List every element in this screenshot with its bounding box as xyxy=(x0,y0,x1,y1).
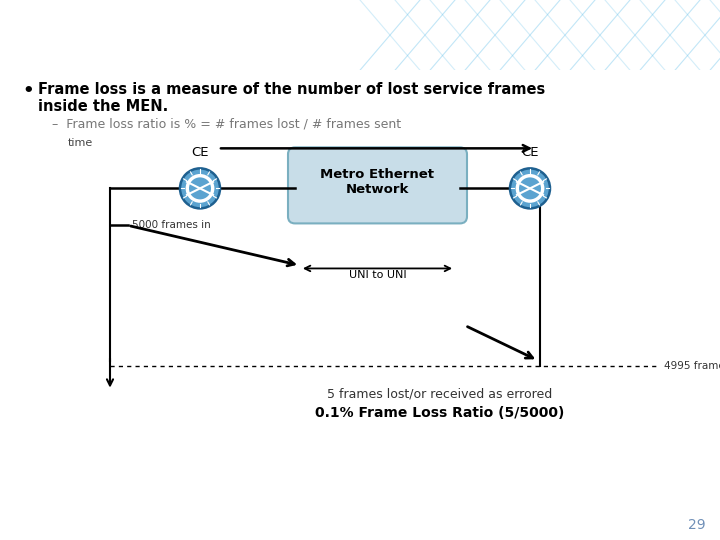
Text: 5000 frames in: 5000 frames in xyxy=(132,220,211,231)
Text: –  Frame loss ratio is % = # frames lost / # frames sent: – Frame loss ratio is % = # frames lost … xyxy=(52,117,401,130)
Text: •: • xyxy=(22,82,34,100)
Text: CE: CE xyxy=(521,146,539,159)
Circle shape xyxy=(510,168,550,208)
Circle shape xyxy=(519,177,541,199)
Text: UNI to UNI: UNI to UNI xyxy=(348,271,406,280)
Circle shape xyxy=(180,168,220,208)
FancyBboxPatch shape xyxy=(288,147,467,224)
Text: Metro Ethernet
Network: Metro Ethernet Network xyxy=(320,168,434,197)
Text: Frame loss is a measure of the number of lost service frames: Frame loss is a measure of the number of… xyxy=(38,82,545,97)
Text: time: time xyxy=(68,138,94,149)
Circle shape xyxy=(516,174,544,203)
Circle shape xyxy=(186,174,215,203)
Text: MEF: MEF xyxy=(14,494,93,527)
Text: 4995 frames out: 4995 frames out xyxy=(664,361,720,370)
Text: inside the MEN.: inside the MEN. xyxy=(38,99,168,114)
Text: CE: CE xyxy=(192,146,209,159)
Text: Frame Loss Defined: Frame Loss Defined xyxy=(14,22,307,48)
Text: 0.1% Frame Loss Ratio (5/5000): 0.1% Frame Loss Ratio (5/5000) xyxy=(315,406,564,420)
Text: 29: 29 xyxy=(688,518,706,532)
Circle shape xyxy=(189,177,211,199)
Text: 5 frames lost/or received as errored: 5 frames lost/or received as errored xyxy=(328,388,553,401)
